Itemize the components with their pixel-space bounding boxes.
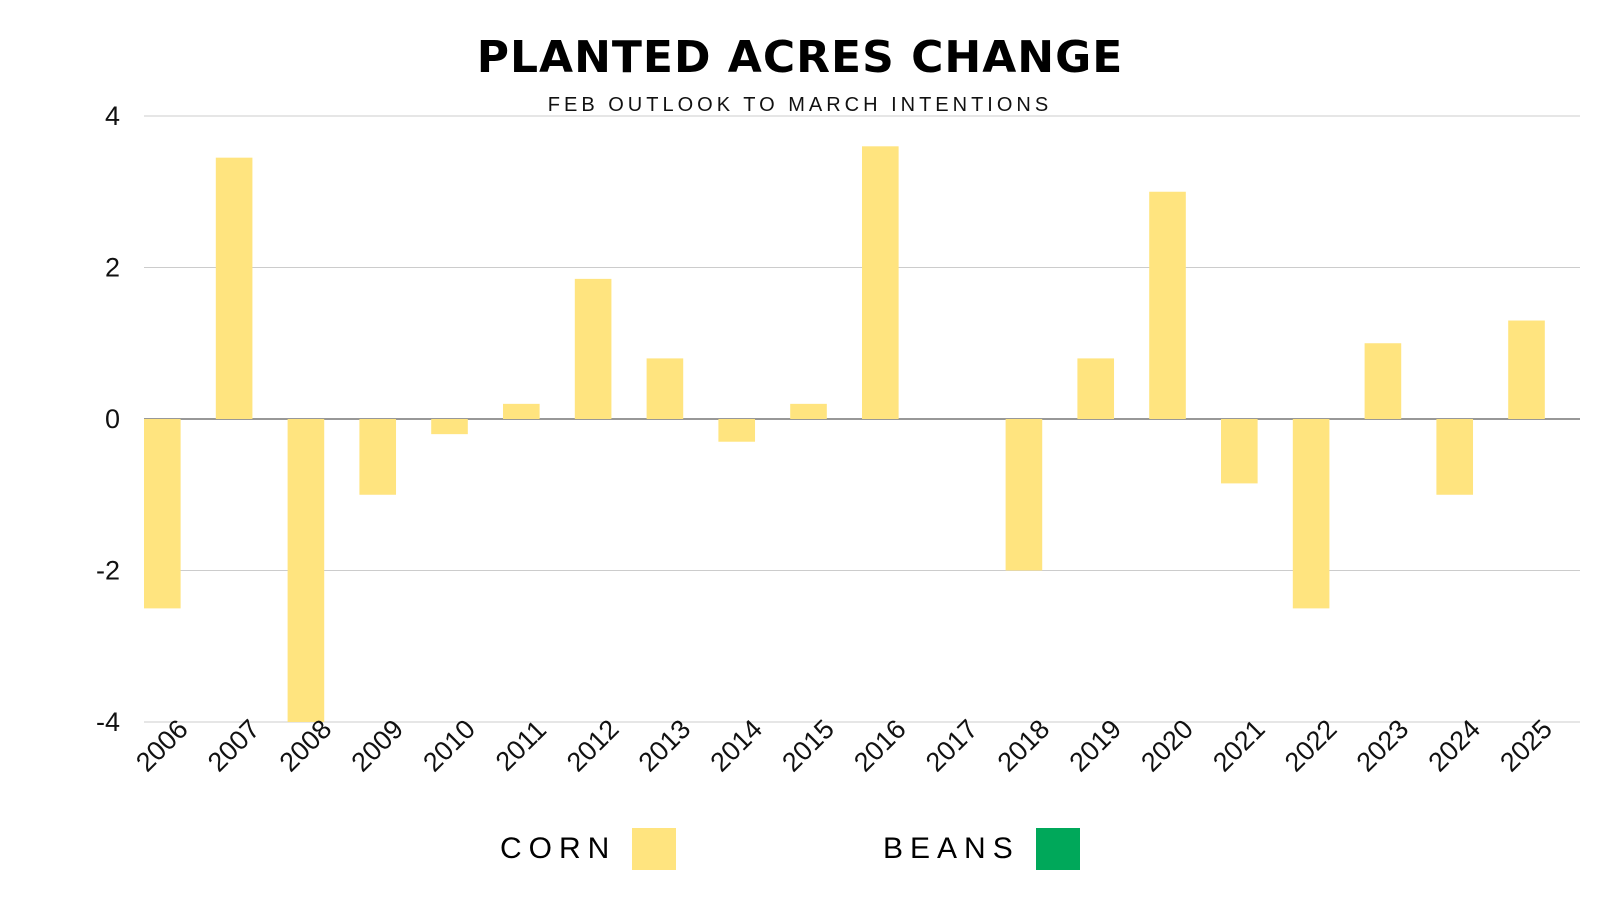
x-tick-label: 2024: [1422, 714, 1486, 778]
bar-corn-2021: [1221, 419, 1258, 484]
x-tick-label: 2019: [1063, 714, 1127, 778]
bar-corn-2010: [431, 419, 468, 435]
y-tick-label: 0: [105, 404, 120, 434]
legend-label-beans: BEANS: [883, 832, 1020, 865]
chart-subtitle: FEB OUTLOOK TO MARCH INTENTIONS: [547, 94, 1053, 116]
bar-corn-2016: [862, 146, 899, 420]
y-tick-label: -2: [96, 556, 120, 586]
x-tick-label: 2017: [920, 714, 984, 778]
bar-corn-2022: [1292, 419, 1330, 609]
x-tick-label: 2009: [345, 714, 409, 778]
x-tick-label: 2007: [202, 714, 266, 778]
x-tick-label: 2022: [1279, 714, 1343, 778]
x-tick-label: 2018: [992, 714, 1056, 778]
legend-swatch-beans: [1035, 828, 1080, 870]
x-tick-label: 2023: [1351, 714, 1415, 778]
x-tick-label: 2021: [1207, 714, 1271, 778]
bar-corn-2009: [359, 419, 397, 495]
bar-corn-2024: [1436, 419, 1474, 495]
bar-corn-2007: [215, 157, 253, 419]
x-tick-label: 2025: [1494, 714, 1558, 778]
legend-item-corn: CORN: [500, 828, 677, 870]
legend-item-beans: BEANS: [883, 828, 1080, 870]
bar-corn-2011: [503, 403, 540, 419]
bar-corn-2019: [1077, 358, 1115, 419]
bar-corn-2013: [646, 358, 684, 419]
bar-corn-2015: [790, 403, 827, 419]
bar-corn-2018: [1005, 419, 1043, 571]
bar-corn-2025: [1508, 320, 1545, 419]
x-tick-label: 2011: [490, 715, 552, 777]
x-tick-label: 2006: [130, 714, 194, 778]
x-tick-label: 2016: [848, 714, 912, 778]
bar-corn-2006: [144, 419, 181, 609]
x-tick-label: 2015: [776, 714, 840, 778]
bar-corn-2023: [1364, 343, 1402, 419]
y-tick-label: 2: [105, 253, 120, 283]
x-tick-label: 2010: [417, 714, 481, 778]
bar-corn-2008: [287, 419, 325, 722]
x-tick-label: 2020: [1135, 714, 1199, 778]
y-tick-label: -4: [96, 707, 120, 737]
x-tick-label: 2014: [704, 714, 768, 778]
x-tick-label: 2012: [561, 714, 625, 778]
x-tick-label: 2013: [633, 714, 697, 778]
y-tick-label: 4: [105, 101, 120, 131]
legend-swatch-corn: [632, 828, 677, 870]
chart-title: PLANTED ACRES CHANGE: [476, 32, 1124, 83]
legend-label-corn: CORN: [500, 832, 617, 865]
bar-corn-2014: [718, 419, 756, 442]
bar-corn-2012: [574, 278, 612, 419]
bar-corn-2020: [1149, 191, 1186, 419]
x-tick-label: 2008: [274, 714, 338, 778]
